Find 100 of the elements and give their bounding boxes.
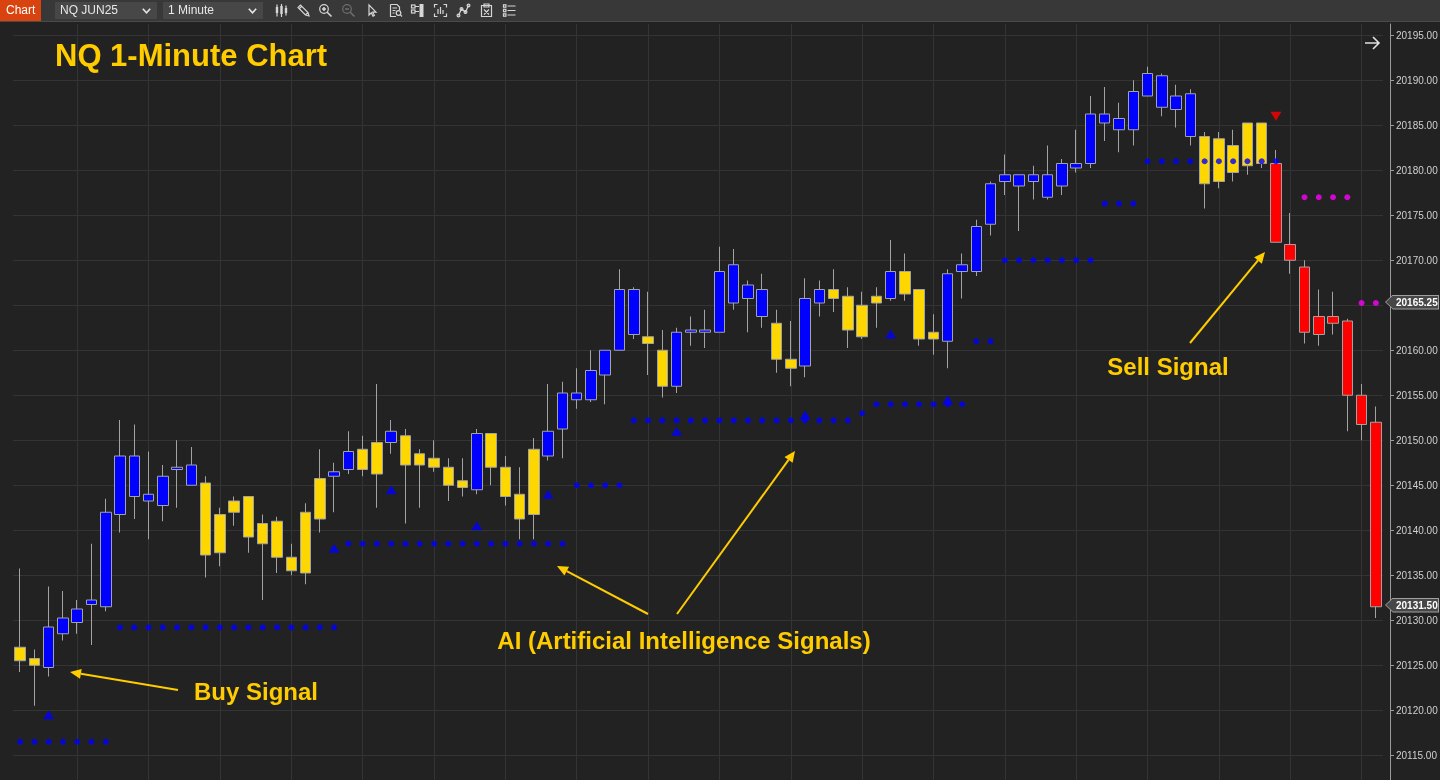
candlestick: [286, 543, 297, 576]
y-tick-label: 20140.00: [1396, 524, 1439, 536]
candlestick: [885, 239, 896, 302]
candlestick: [1199, 131, 1210, 209]
candlestick: [642, 291, 654, 376]
point: [885, 329, 897, 339]
point: [1330, 194, 1337, 201]
candlestick: [714, 246, 725, 333]
candlestick: [828, 268, 839, 313]
candlestick: [785, 320, 797, 387]
candlestick: [1128, 79, 1139, 146]
candlestick: [1227, 129, 1239, 182]
point: [471, 521, 483, 531]
y-tick-label: 20125.00: [1396, 659, 1439, 671]
candlestick: [1256, 122, 1267, 169]
candlestick: [1242, 122, 1253, 176]
candlestick: [200, 475, 211, 578]
candlestick: [485, 433, 497, 486]
candlestick: [443, 457, 454, 502]
y-tick-label: 20130.00: [1396, 614, 1439, 626]
candlestick: [228, 496, 240, 527]
candlestick: [1028, 165, 1039, 200]
y-tick-label: 20185.00: [1396, 119, 1439, 131]
point: [1270, 111, 1282, 121]
candlestick: [1213, 131, 1225, 189]
y-tick-label: 20145.00: [1396, 479, 1439, 491]
candlestick: [999, 154, 1011, 196]
point: [542, 489, 554, 499]
annotation: Buy Signal: [193, 678, 319, 706]
candlestick: [186, 446, 197, 486]
y-tick-label: 20115.00: [1396, 749, 1438, 761]
candlestick: [756, 273, 768, 329]
text: NQ 1-Minute Chart: [55, 38, 328, 73]
candlestick: [214, 507, 226, 567]
candlestick: [657, 329, 668, 398]
candlestick: [856, 291, 868, 340]
candlestick: [771, 309, 782, 374]
y-tick-label: 20135.00: [1396, 569, 1439, 581]
point: [1358, 300, 1365, 306]
candlestick: [671, 327, 682, 394]
y-tick-label: 20195.00: [1396, 29, 1439, 41]
candlestick: [114, 419, 126, 533]
point: [385, 485, 397, 495]
candlestick: [571, 367, 582, 410]
candlestick: [899, 253, 911, 302]
candlestick: [1085, 95, 1096, 169]
text: 20165.25: [1396, 295, 1438, 309]
candlestick: [742, 280, 754, 333]
dropdown: 1 Minute: [163, 2, 263, 19]
y-tick-label: 20190.00: [1396, 74, 1439, 86]
point: [1372, 300, 1379, 306]
candlestick: [328, 462, 340, 513]
candlestick: [1370, 406, 1382, 619]
candlestick: [971, 219, 982, 277]
candlestick: [371, 383, 383, 509]
candlestick: [357, 435, 368, 477]
candlestick: [528, 437, 540, 540]
y-tick-label: 20175.00: [1396, 209, 1439, 221]
candlestick: [457, 457, 468, 497]
tab: Chart: [0, 0, 42, 21]
candlestick: [557, 381, 568, 459]
candlestick: [514, 466, 525, 540]
candlestick: [143, 451, 154, 540]
candlestick: [1284, 212, 1296, 275]
candlestick: [385, 419, 397, 455]
candlestick: [29, 649, 40, 707]
candlestick: [1313, 289, 1325, 347]
candlestick: [928, 313, 939, 356]
candlestick: [871, 286, 882, 329]
candlestick: [985, 181, 996, 236]
y-tick-label: 20160.00: [1396, 344, 1439, 356]
point: [942, 395, 954, 405]
point: [1344, 194, 1351, 201]
candlestick: [400, 428, 411, 524]
candlestick: [699, 309, 711, 349]
candlestick: [257, 514, 268, 601]
dropdown: NQ JUN25: [55, 2, 157, 19]
candlestick: [500, 455, 511, 506]
candlestick: [414, 448, 425, 509]
candlestick: [343, 430, 354, 475]
candlestick: [1170, 84, 1182, 128]
candlestick: [471, 428, 483, 495]
y-tick-label: 20170.00: [1396, 254, 1439, 266]
candlestick: [942, 268, 953, 369]
candlestick: [300, 502, 311, 585]
candlestick: [1013, 174, 1025, 232]
candlestick: [14, 568, 26, 673]
candlestick: [271, 516, 283, 574]
candlestick: [1056, 158, 1068, 196]
text: 20131.50: [1396, 598, 1438, 612]
candlestick: [842, 286, 854, 349]
y-tick-label: 20120.00: [1396, 704, 1439, 716]
candlestick: [585, 349, 597, 403]
candlestick: [1156, 73, 1168, 117]
candlestick: [1327, 291, 1339, 335]
candlestick: [542, 383, 554, 461]
candlestick: [1356, 383, 1367, 441]
y-tick-label: 20150.00: [1396, 434, 1439, 446]
candlestick: [956, 253, 968, 299]
candlestick: [129, 424, 140, 520]
